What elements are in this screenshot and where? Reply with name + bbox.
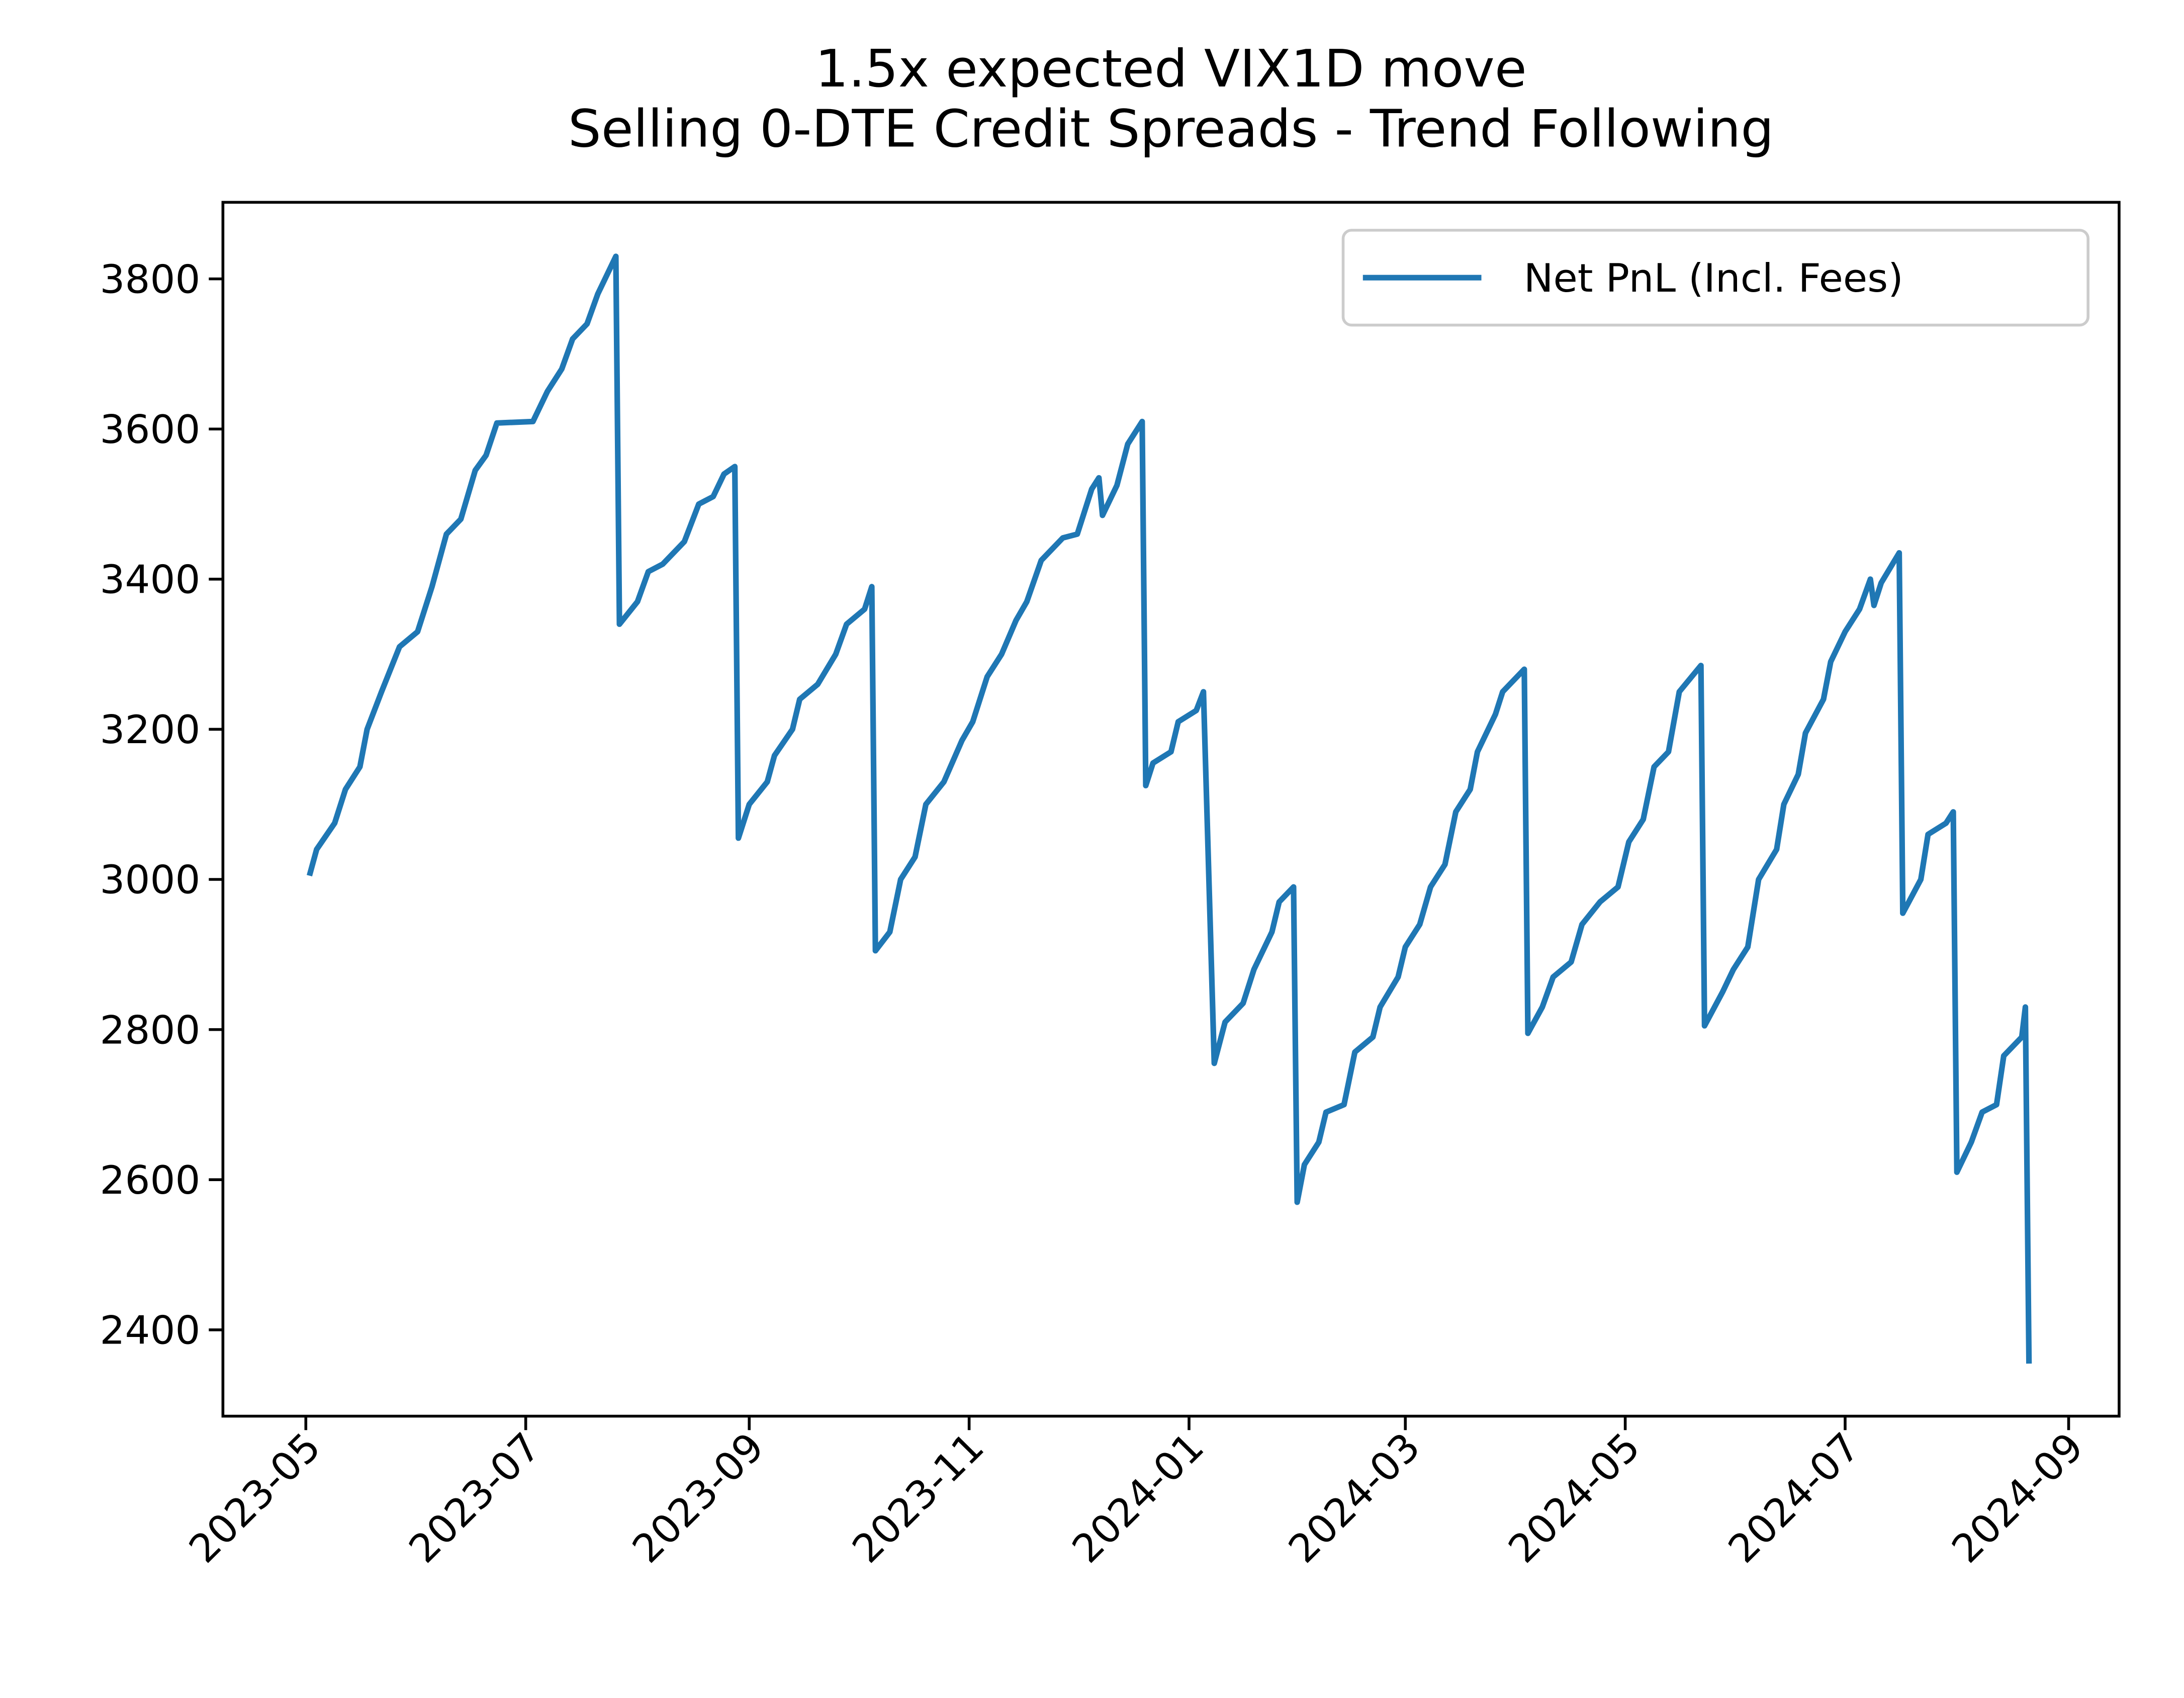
legend: Net PnL (Incl. Fees) <box>1341 229 2089 327</box>
y-tick-label: 3000 <box>100 857 201 903</box>
data-line <box>307 253 2032 1364</box>
y-tick-label: 3200 <box>100 707 201 753</box>
y-tick-label: 3800 <box>100 257 201 302</box>
y-tick-label: 2600 <box>100 1157 201 1203</box>
title-line: Selling 0-DTE Credit Spreads - Trend Fol… <box>568 99 1774 159</box>
plot-frame <box>221 201 2121 1418</box>
legend-box <box>1341 229 2089 327</box>
chart-title: 1.5x expected VIX1D move Selling 0-DTE Cr… <box>568 39 1774 159</box>
y-tick-label: 3400 <box>100 557 201 602</box>
title-line: 1.5x expected VIX1D move <box>815 39 1527 99</box>
y-tick-label: 2800 <box>100 1008 201 1053</box>
y-tick-label: 3600 <box>100 407 201 452</box>
legend-label: Net PnL (Incl. Fees) <box>1524 255 1903 301</box>
y-tick-label: 2400 <box>100 1308 201 1353</box>
